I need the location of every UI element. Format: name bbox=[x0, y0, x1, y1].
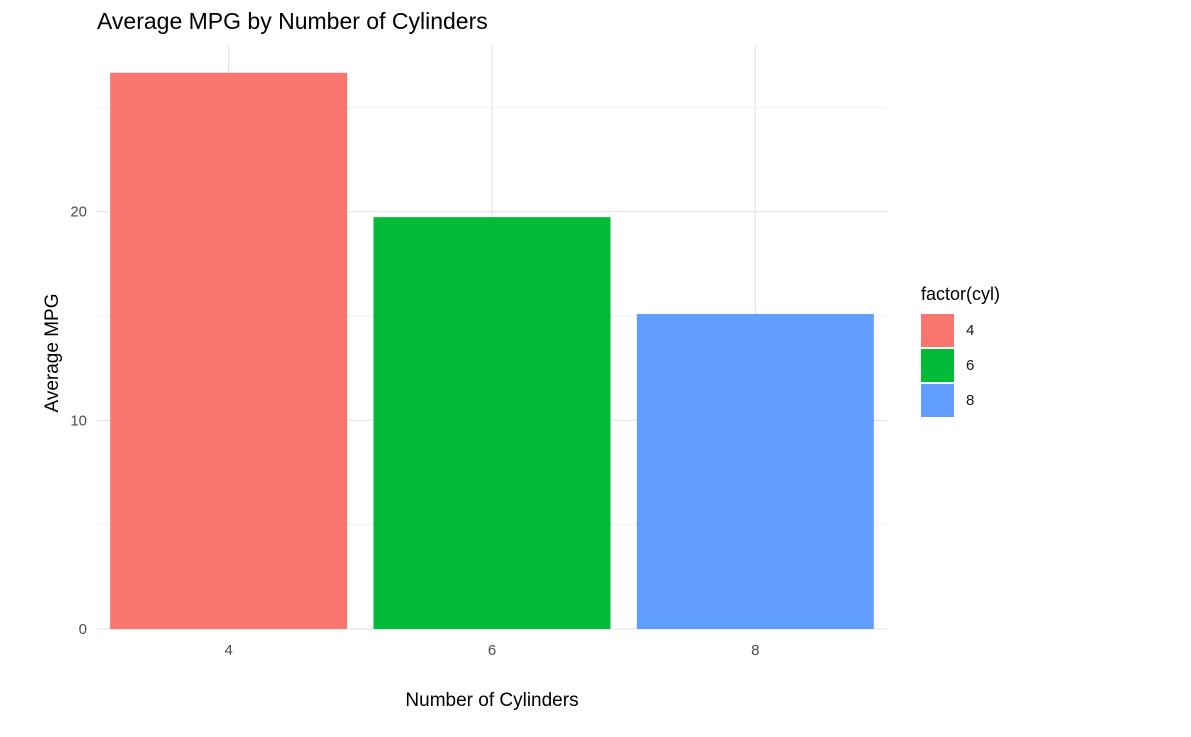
legend-key-swatch bbox=[921, 383, 954, 417]
legend-item: 8 bbox=[921, 383, 1000, 417]
legend-item: 4 bbox=[921, 313, 1000, 347]
legend: factor(cyl) 4 6 8 bbox=[921, 284, 1000, 418]
x-tick-label: 8 bbox=[751, 642, 759, 659]
legend-item: 6 bbox=[921, 348, 1000, 382]
y-axis-title: Average MPG bbox=[42, 294, 63, 413]
bar-cyl-8 bbox=[636, 313, 874, 629]
chart-title: Average MPG by Number of Cylinders bbox=[97, 8, 488, 34]
legend-item-label: 4 bbox=[966, 321, 975, 339]
bar-cyl-4 bbox=[110, 72, 348, 630]
legend-item-label: 6 bbox=[966, 356, 975, 374]
axis-labels: 0 10 20 4 6 8 bbox=[70, 204, 759, 659]
bar-cyl-6 bbox=[373, 217, 611, 629]
y-tick-label: 10 bbox=[70, 412, 87, 429]
bars bbox=[110, 72, 874, 630]
y-tick-label: 0 bbox=[79, 621, 87, 638]
x-tick-label: 6 bbox=[488, 642, 496, 659]
legend-key-swatch bbox=[921, 348, 954, 382]
legend-item-label: 8 bbox=[966, 391, 975, 409]
y-tick-label: 20 bbox=[70, 204, 87, 221]
x-axis-title: Number of Cylinders bbox=[405, 690, 578, 711]
legend-title: factor(cyl) bbox=[921, 284, 1001, 304]
legend-items: 4 6 8 bbox=[921, 313, 1000, 417]
x-tick-label: 4 bbox=[224, 642, 232, 659]
legend-key-swatch bbox=[921, 313, 954, 347]
